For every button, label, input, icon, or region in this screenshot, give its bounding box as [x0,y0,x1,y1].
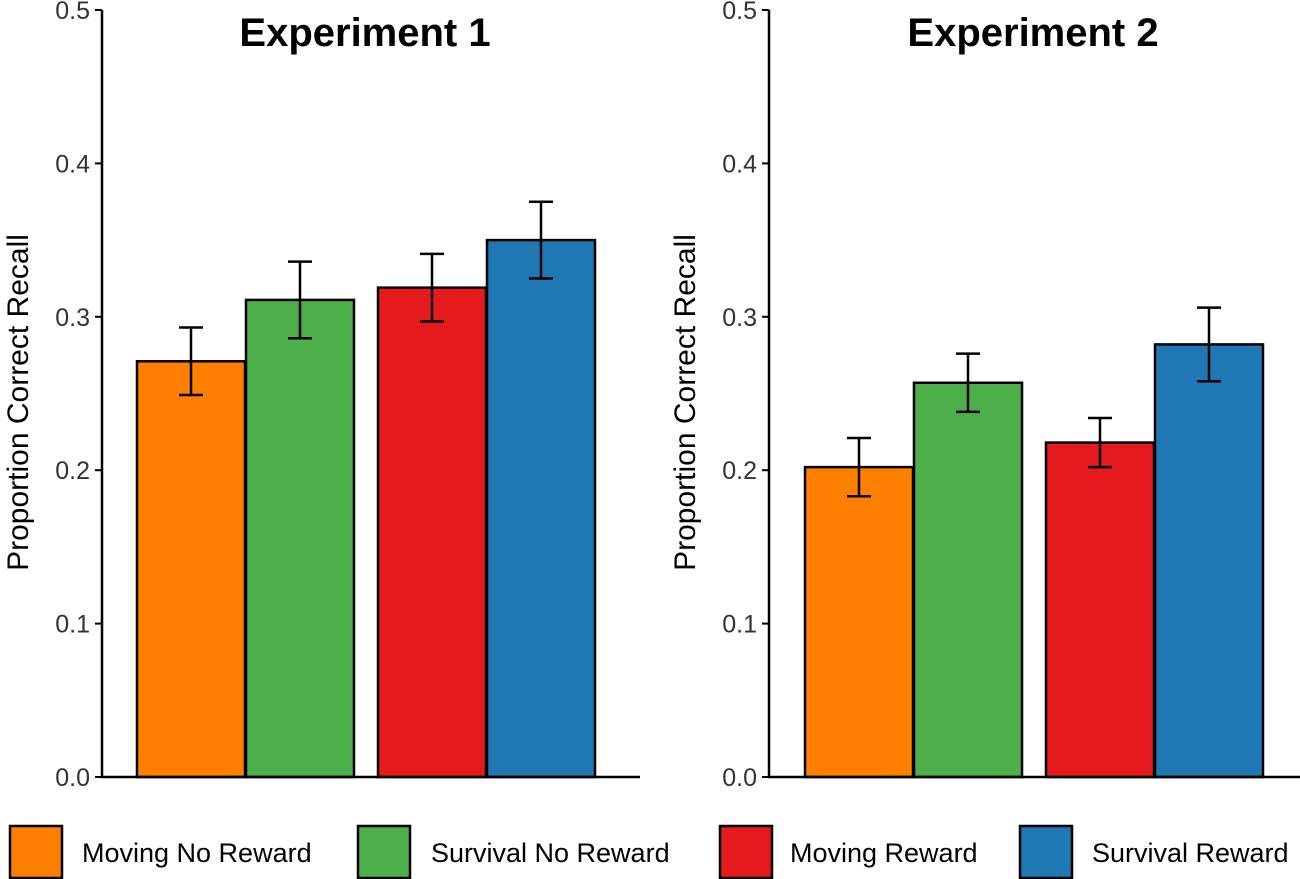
legend-label: Survival Reward [1092,838,1289,868]
y-tick-label: 0.3 [722,304,757,332]
legend-label: Moving No Reward [82,838,312,868]
bar-survival-reward [485,238,597,779]
y-tick-label: 0.0 [55,764,90,792]
legend-label: Moving Reward [790,838,978,868]
y-tick-label: 0.4 [722,150,757,178]
y-tick-label: 0.0 [722,764,757,792]
legend-key [1018,824,1074,879]
y-tick-label: 0.2 [722,457,757,485]
y-tick-label: 0.3 [55,304,90,332]
chart-title: Experiment 2 [907,11,1158,55]
y-axis-label: Proportion Correct Recall [2,234,35,571]
bar-moving-no-reward [803,465,915,779]
error-bar-moving-no-reward [179,326,203,397]
y-tick-label: 0.5 [55,0,90,25]
y-tick-label: 0.4 [55,150,90,178]
y-tick-label: 0.5 [722,0,757,25]
y-axis-label: Proportion Correct Recall [669,234,702,571]
bar-moving-reward [376,286,488,779]
y-tick-label: 0.1 [55,611,90,639]
chart-title: Experiment 1 [239,11,490,55]
error-bar-survival-reward [1197,306,1221,383]
error-bar-survival-no-reward [288,260,312,340]
legend: Moving No Reward Survival No Reward Moving… [8,824,1289,879]
legend-key [718,824,774,879]
legend-key [356,824,412,879]
legend-item: Moving No Reward [8,824,312,879]
error-bar-moving-reward [1088,416,1112,469]
error-bar-moving-reward [420,252,444,323]
bar-survival-no-reward [244,298,356,779]
bar-survival-no-reward [912,381,1024,779]
legend-item: Moving Reward [718,824,978,879]
error-bar-survival-reward [529,200,553,280]
y-tick-label: 0.2 [55,457,90,485]
legend-item: Survival Reward [1018,824,1289,879]
chart-panel-2: 0.0 0.1 0.2 0.3 0.4 0.5 Experiment 2 Proportion… [669,0,1300,792]
chart-panel-1: 0.0 0.1 0.2 0.3 0.4 0.5 Experiment 1 Proportion… [2,0,640,792]
legend-item: Survival No Reward [356,824,670,879]
error-bar-survival-no-reward [956,352,980,414]
y-tick-label: 0.1 [722,611,757,639]
error-bar-moving-no-reward [847,436,871,498]
legend-key [8,824,64,879]
bar-survival-reward [1153,343,1265,779]
bar-moving-reward [1044,441,1156,779]
legend-label: Survival No Reward [431,838,670,868]
bar-moving-no-reward [135,360,247,779]
